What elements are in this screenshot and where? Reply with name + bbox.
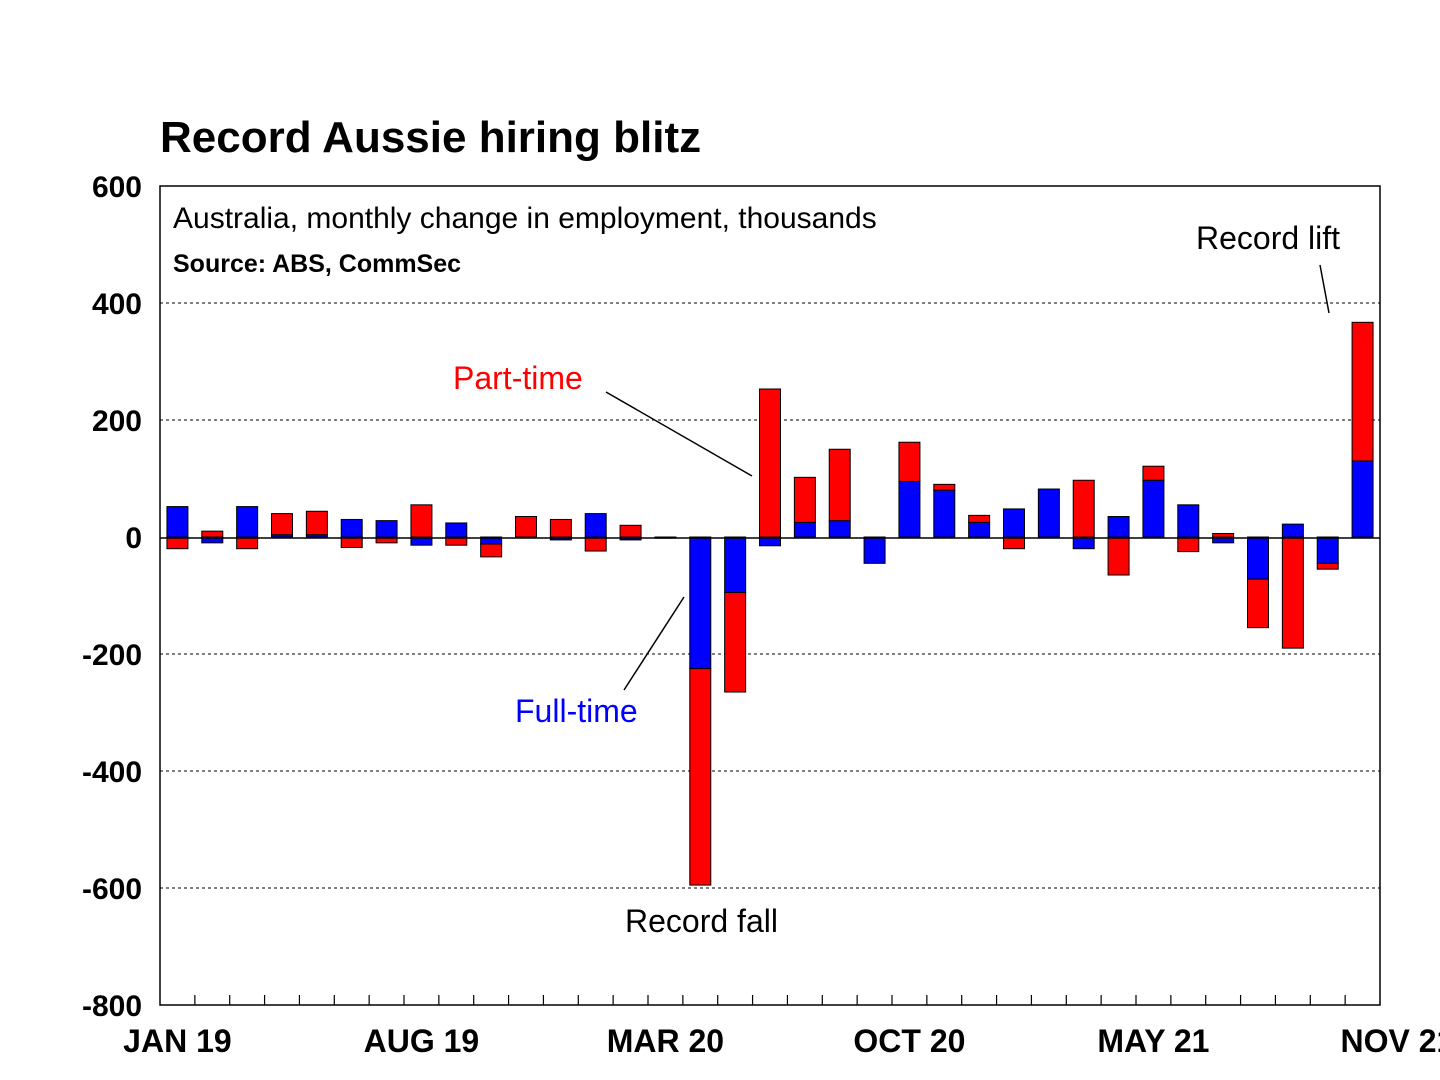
record-lift-pointer [1319,264,1330,314]
bar-part-time [724,592,747,693]
bar-part-time [1177,536,1200,553]
bar-part-time [1072,479,1095,538]
part-time-pointer [605,391,753,477]
bar-full-time [236,506,259,538]
chart-title: Record Aussie hiring blitz [160,113,701,162]
bar-full-time [1351,460,1374,538]
bar-part-time [236,536,259,550]
chart-subtitle: Australia, monthly change in employment,… [173,202,877,235]
bar-full-time [445,522,468,538]
bar-part-time [759,388,781,538]
full-time-pointer [623,596,685,691]
bar-part-time [619,524,642,538]
bar-part-time [1281,536,1304,649]
plot-frame [159,185,1381,1006]
x-tick-label: NOV 21 [1341,1023,1440,1059]
bar-part-time [201,530,224,538]
bar-part-time [1212,532,1235,538]
bar-full-time [898,480,921,538]
bar-full-time [1247,536,1269,580]
record-fall-annotation: Record fall [625,903,778,939]
bar-part-time [1316,562,1339,570]
y-tick-label: 600 [92,171,142,204]
x-tick-label: MAR 20 [607,1023,724,1059]
bar-full-time [1281,523,1304,538]
bar-full-time [828,520,851,538]
bar-part-time [271,513,293,536]
bar-part-time [305,510,328,536]
bar-part-time [689,668,712,886]
bar-full-time [724,536,747,594]
bar-full-time [1142,479,1165,538]
bar-part-time [340,536,363,549]
bar-part-time [898,441,921,482]
bar-full-time [340,518,363,538]
bar-part-time [1351,321,1374,462]
bar-full-time [793,521,816,538]
bar-part-time [480,543,503,558]
bar-full-time [1072,536,1095,550]
bar-full-time [166,506,189,538]
full-time-annotation: Full-time [515,693,638,729]
bar-part-time [828,448,851,522]
bar-full-time [1177,504,1200,538]
bar-full-time [863,536,886,564]
bar-part-time [793,476,816,523]
bar-part-time [549,518,572,538]
bar-part-time [1142,465,1165,481]
bar-full-time [1037,488,1060,538]
bars [166,321,1374,886]
x-tick-marks [194,995,1346,1005]
bar-full-time [689,536,712,670]
bar-part-time [515,516,537,538]
x-axis-labels: JAN 19 AUG 19 MAR 20 OCT 20 MAY 21 NOV 21 [123,1023,1440,1059]
y-tick-label: 0 [125,522,142,555]
bar-part-time [1247,578,1269,629]
chart-source: Source: ABS, CommSec [173,250,461,278]
bar-full-time [584,513,607,538]
bar-full-time [1107,516,1130,538]
y-axis-labels: 600 400 200 0 -200 -400 -600 -800 [82,171,142,1023]
bar-part-time [1003,536,1025,550]
record-lift-annotation: Record lift [1196,220,1340,256]
y-tick-label: -600 [82,873,142,906]
bar-part-time [968,514,991,523]
y-tick-label: -200 [82,639,142,672]
bar-part-time [166,536,189,550]
bar-full-time [1316,536,1339,564]
part-time-annotation: Part-time [453,360,583,396]
bar-part-time [410,504,433,538]
bar-part-time [933,483,956,491]
y-tick-label: 200 [92,405,142,438]
x-tick-label: MAY 21 [1097,1023,1209,1059]
x-tick-label: JAN 19 [123,1023,232,1059]
bar-full-time [375,520,398,538]
gridlines [160,302,1380,889]
y-tick-label: -800 [82,990,142,1023]
x-tick-label: OCT 20 [853,1023,965,1059]
bar-part-time [375,536,398,544]
bar-part-time [584,536,607,552]
y-tick-label: 400 [92,288,142,321]
bar-full-time [968,521,991,538]
bar-part-time [445,536,468,546]
bar-part-time [1107,536,1130,576]
y-tick-label: -400 [82,756,142,789]
x-tick-label: AUG 19 [364,1023,480,1059]
bar-full-time [1003,508,1025,538]
bar-full-time [933,489,956,538]
